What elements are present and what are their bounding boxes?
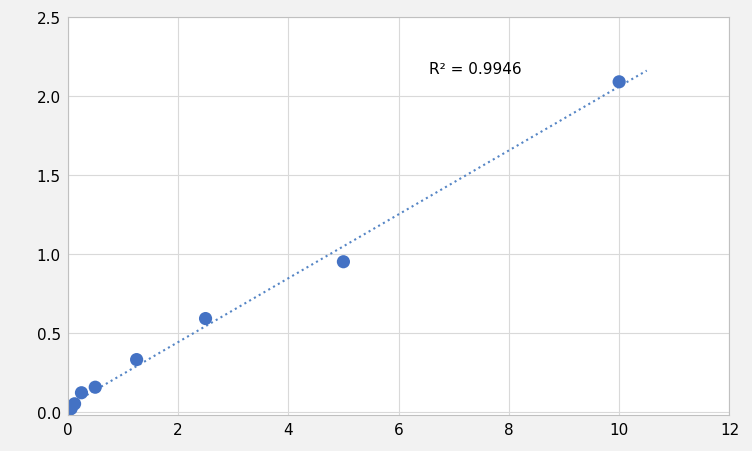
Point (65, 405, 77, 412)
Point (89, 384, 102, 391)
Point (338, 258, 350, 266)
Point (131, 356, 143, 364)
Point (75, 389, 87, 396)
Point (199, 315, 211, 322)
Text: R² = 0.9946: R² = 0.9946 (429, 62, 522, 77)
Point (68, 400, 80, 408)
Point (62, 408, 74, 415)
Point (613, 79, 625, 86)
